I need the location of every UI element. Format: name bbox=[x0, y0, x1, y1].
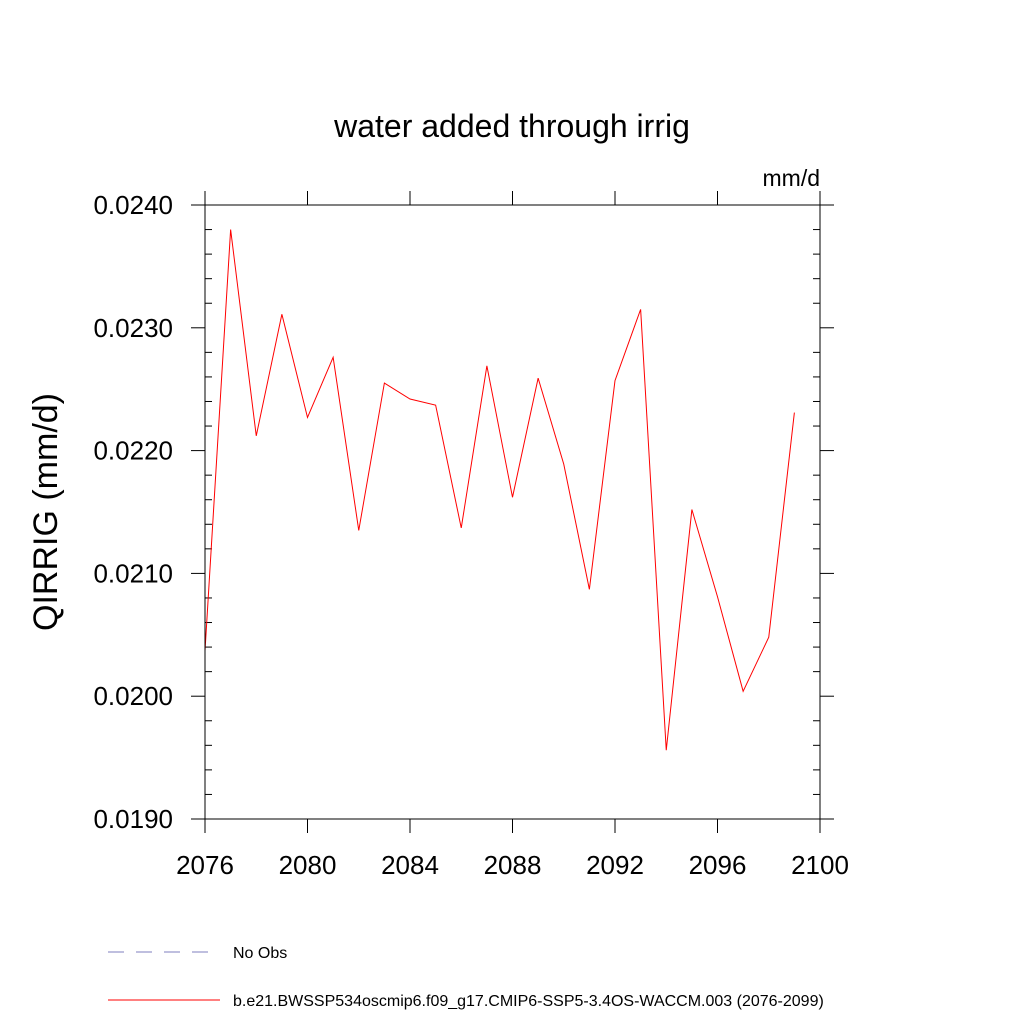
x-tick-label: 2096 bbox=[689, 850, 747, 880]
y-tick-label: 0.0210 bbox=[93, 558, 173, 588]
chart-title: water added through irrig bbox=[333, 108, 690, 144]
x-tick-label: 2076 bbox=[176, 850, 234, 880]
legend-label-1: b.e21.BWSSP534oscmip6.f09_g17.CMIP6-SSP5… bbox=[233, 993, 824, 1010]
legend-label-0: No Obs bbox=[233, 945, 287, 962]
x-tick-label: 2100 bbox=[791, 850, 849, 880]
axis-ticks: 2076 2080 2084 2088 2092 2096 2100 0.0190 0.0200… bbox=[93, 190, 848, 880]
x-tick-label: 2084 bbox=[381, 850, 439, 880]
plot-frame bbox=[204, 204, 821, 820]
y-tick-label: 0.0230 bbox=[93, 313, 173, 343]
x-tick-label: 2080 bbox=[279, 850, 337, 880]
x-tick-label: 2092 bbox=[586, 850, 644, 880]
y-tick-label: 0.0200 bbox=[93, 681, 173, 711]
series-layer bbox=[204, 229, 795, 751]
y-tick-label: 0.0220 bbox=[93, 436, 173, 466]
series-line-1 bbox=[204, 229, 795, 751]
x-tick-label: 2088 bbox=[484, 850, 542, 880]
y-axis-label: QIRRIG (mm/d) bbox=[27, 393, 65, 631]
units-label: mm/d bbox=[763, 165, 821, 191]
y-tick-label: 0.0190 bbox=[93, 804, 173, 834]
y-tick-label: 0.0240 bbox=[93, 190, 173, 220]
legend: No Obs b.e21.BWSSP534oscmip6.f09_g17.CMIP… bbox=[108, 945, 824, 1010]
